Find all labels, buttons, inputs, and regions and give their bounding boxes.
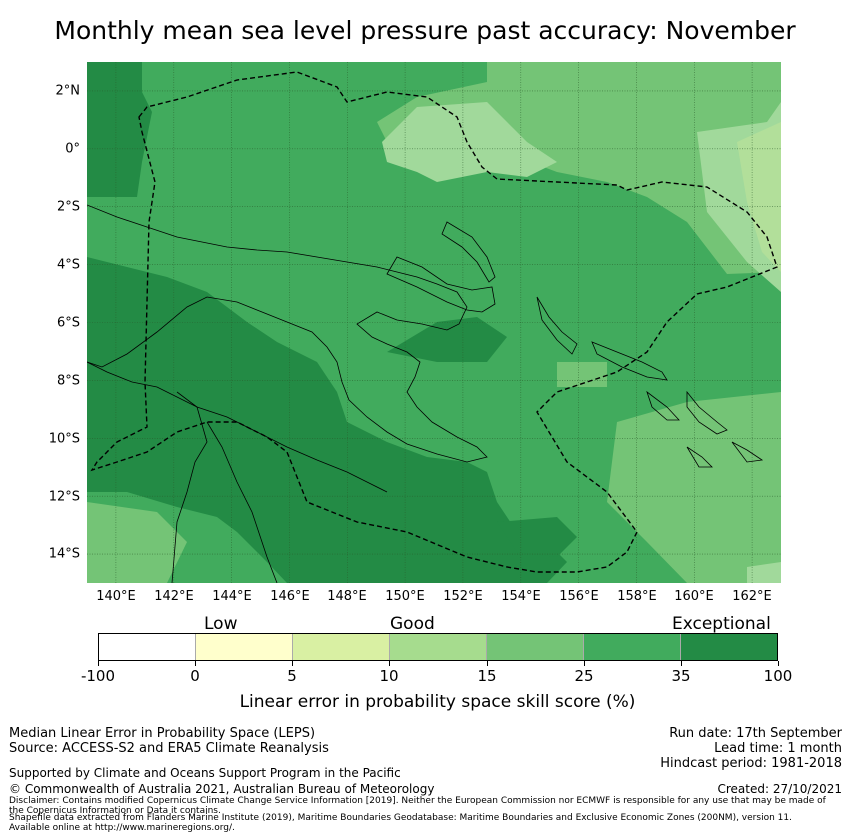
lat-label: 12°S [48,489,80,505]
chart-title: Monthly mean sea level pressure past acc… [54,16,796,45]
lon-label: 146°E [270,589,310,604]
support-text: Supported by Climate and Oceans Support … [9,766,401,780]
skill-region-15-25-southwest [87,502,187,583]
colorbar-tick-label: 25 [574,667,594,685]
lon-label: 152°E [443,589,483,604]
tick-mark [195,661,196,666]
created-date: Created: 27/10/2021 [717,782,842,796]
lat-label: 4°S [56,257,80,273]
skill-region-35-100-central [387,317,507,362]
lon-label: 162°E [732,589,772,604]
lon-label: 148°E [327,589,367,604]
lat-label: 2°S [56,199,80,215]
new-britain-coast [386,256,496,313]
skill-region-10-15-north [382,102,557,182]
lat-label: 0° [65,141,80,157]
tick-mark [584,661,585,666]
category-low: Low [204,614,238,634]
skill-region-10-15-corner [747,562,781,583]
colorbar-tick-label: 5 [287,667,297,685]
hindcast-period: Hindcast period: 1981-2018 [660,756,842,771]
coastlines [87,204,764,583]
tick-mark [681,661,682,666]
colorbar [98,633,778,661]
skill-region-35-100-northwest [87,62,152,197]
eez-boundary [90,71,778,573]
tick-mark [487,661,488,666]
rennell-coast [686,446,713,468]
skill-region-35-100-south [497,517,577,557]
lon-label: 140°E [96,589,136,604]
colorbar-bin [390,634,487,660]
category-exceptional: Exceptional [672,614,771,634]
solomon-coast-4 [731,441,764,463]
skill-region-15-25-central [557,362,607,387]
new-guinea-coast [87,204,488,463]
lon-label: 150°E [385,589,425,604]
solomon-coast-3 [686,390,728,435]
skill-region-10-15-east-edge [737,122,781,272]
colorbar-bin [196,634,293,660]
source-text: Source: ACCESS-S2 and ERA5 Climate Reana… [9,741,329,756]
colorbar-label: Linear error in probability space skill … [239,692,636,712]
new-ireland-coast [441,221,496,283]
run-date: Run date: 17th September [669,726,842,741]
colorbar-bin [293,634,390,660]
disclaimer-line-1: Disclaimer: Contains modified Copernicus… [9,796,826,806]
cape-york-coast [206,421,278,583]
lat-label: 2°N [55,83,81,99]
colorbar-tick-label: 10 [379,667,399,685]
solomon-coast-2 [646,390,680,421]
lat-label: 8°S [56,373,80,389]
colorbar-tick-label: 35 [671,667,691,685]
lat-label: 10°S [48,431,80,447]
tick-mark [778,661,779,666]
lon-label: 156°E [559,589,599,604]
lon-label: 142°E [154,589,194,604]
method-text: Median Linear Error in Probability Space… [9,726,316,741]
lead-time: Lead time: 1 month [714,741,842,756]
colorbar-bin [584,634,681,660]
australia-coast [171,391,208,583]
solomon-coast-1 [591,341,668,381]
colorbar-tick-label: 15 [477,667,497,685]
shapefile-line-1: Shapefile data extracted from Flanders M… [9,813,792,823]
tick-mark [292,661,293,666]
copyright-text: © Commonwealth of Australia 2021, Austra… [9,782,435,796]
colorbar-tick-label: -100 [80,667,116,685]
disclaimer-line-2: the Copernicus Information or Data it co… [9,806,221,816]
bougainville-coast [536,296,578,355]
lon-label: 160°E [674,589,714,604]
skill-region-35-100-west [87,257,567,583]
tick-mark [389,661,390,666]
colorbar-tick-label: 0 [190,667,200,685]
colorbar-bin [99,634,196,660]
category-good: Good [390,614,435,634]
gridlines [87,62,781,583]
lon-label: 158°E [617,589,657,604]
colorbar-bin [681,634,777,660]
lon-label: 144°E [212,589,252,604]
colorbar-tick-label: 100 [763,667,793,685]
tick-mark [98,661,99,666]
colorbar-bin [487,634,584,660]
south-new-guinea-coast [87,361,388,493]
lat-label: 14°S [48,546,80,562]
skill-map [87,62,781,583]
lat-label: 6°S [56,315,80,331]
shapefile-line-2: Available online at http://www.marinereg… [9,823,235,833]
lon-label: 154°E [501,589,541,604]
